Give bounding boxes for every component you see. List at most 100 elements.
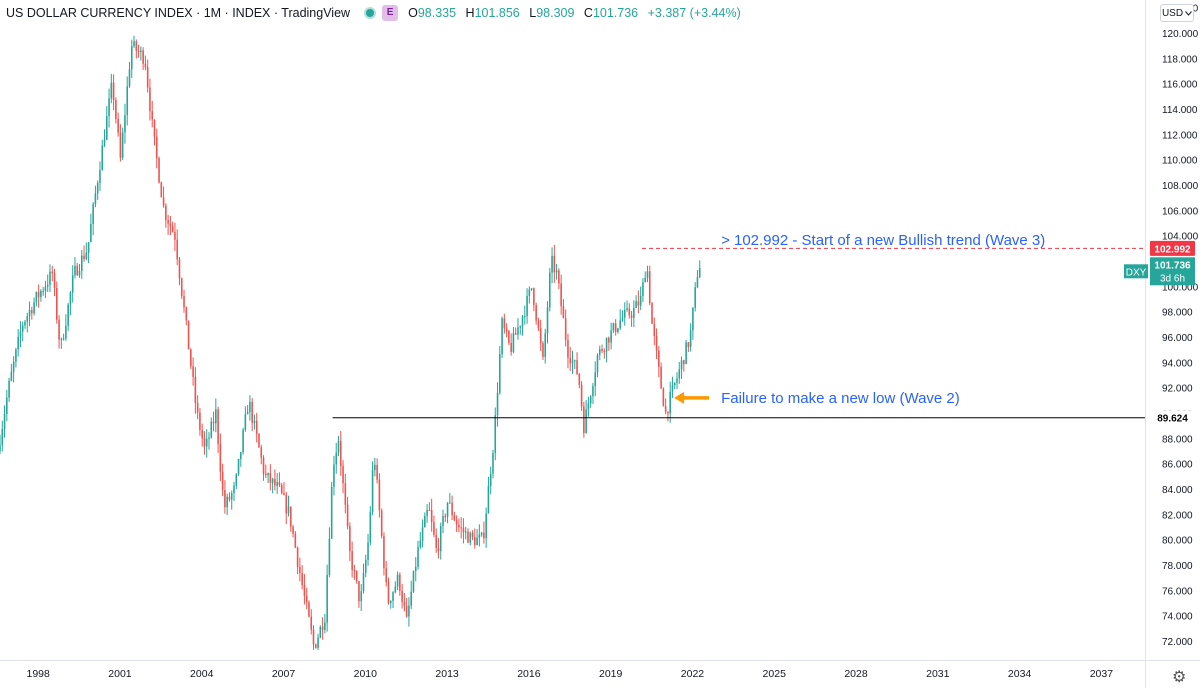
time-tick-label: 1998	[26, 668, 50, 680]
candle-body	[80, 255, 83, 272]
candle-body	[326, 574, 328, 623]
candle-body	[233, 485, 235, 494]
candle-body	[42, 290, 44, 292]
candle-body	[94, 193, 97, 205]
high-label: H	[465, 6, 475, 20]
currency-selector[interactable]: USD	[1160, 4, 1194, 22]
candle-body	[453, 515, 456, 521]
candle-body	[510, 342, 512, 352]
candle-body	[205, 438, 208, 447]
candle-body	[671, 385, 674, 392]
candle-body	[60, 338, 63, 340]
candle-body	[521, 316, 524, 327]
candle-body	[633, 308, 635, 318]
candle-body	[165, 205, 167, 221]
candle-body	[15, 349, 17, 362]
candle-body	[446, 502, 449, 517]
candle-body	[12, 361, 15, 372]
candle-body	[405, 605, 408, 617]
candle-body	[589, 396, 592, 404]
time-tick-label: 2019	[599, 668, 623, 680]
candle-body	[530, 288, 533, 290]
candle-body	[464, 531, 467, 533]
candle-body	[212, 421, 215, 424]
symbol-title[interactable]: US DOLLAR CURRENCY INDEX · 1M · INDEX · …	[6, 6, 351, 20]
candle-body	[299, 566, 301, 574]
price-tick-label: 98.000	[1162, 308, 1193, 319]
candle-body	[124, 114, 126, 133]
candle-body	[215, 409, 217, 424]
price-tick-label: 104.000	[1162, 232, 1199, 243]
candle-body	[194, 376, 197, 403]
candle-body	[560, 283, 562, 307]
candle-body	[555, 270, 558, 273]
candle-body	[505, 328, 508, 332]
price-labels: 102.992 89.624 101.736 3d 6h DXY	[1124, 240, 1195, 426]
candle-body	[580, 384, 583, 407]
candle-body	[192, 366, 194, 377]
candle-body	[592, 386, 594, 397]
candle-body	[55, 288, 58, 320]
candle-body	[349, 526, 351, 552]
time-tick-label: 2037	[1090, 668, 1114, 680]
candle-body	[224, 490, 226, 508]
candle-body	[37, 292, 40, 298]
candle-body	[24, 321, 26, 326]
candle-body	[99, 170, 101, 183]
candle-body	[692, 307, 694, 331]
candle-body	[183, 296, 185, 308]
candle-body	[673, 383, 676, 386]
candle-body	[551, 255, 553, 273]
candle-body	[187, 320, 190, 350]
annotation-text-2: Failure to make a new low (Wave 2)	[721, 390, 960, 407]
candle-body	[462, 527, 465, 533]
candle-body	[274, 478, 276, 486]
candle-body	[439, 526, 442, 552]
resistance-price-label: 102.992	[1154, 244, 1191, 255]
chevron-down-icon	[1185, 10, 1192, 16]
candle-body	[610, 330, 612, 343]
candle-body	[260, 447, 263, 458]
price-tick-label: 86.000	[1162, 460, 1193, 471]
candle-body	[433, 522, 435, 535]
candle-body	[146, 67, 149, 88]
candle-body	[158, 158, 160, 183]
candle-body	[483, 532, 485, 539]
arrow-left-icon	[674, 391, 685, 404]
price-tick-label: 120.000	[1162, 29, 1199, 40]
time-tick-label: 2022	[681, 668, 705, 680]
candle-body	[51, 271, 54, 274]
candle-body	[26, 316, 29, 322]
candle-body	[167, 220, 169, 224]
candle-body	[460, 527, 462, 529]
candle-body	[642, 282, 644, 297]
support-price-label: 89.624	[1157, 414, 1188, 425]
candle-body	[135, 41, 138, 52]
candle-body	[628, 308, 631, 316]
candle-body	[562, 306, 565, 319]
bar-countdown: 3d 6h	[1160, 273, 1185, 284]
candle-body	[619, 320, 622, 329]
candle-body	[410, 591, 413, 606]
open-value: 98.335	[417, 6, 457, 20]
candle-body	[269, 473, 272, 483]
price-axis[interactable]: 72.000 74.000 76.000 78.000 80.000 82.000 84.0…	[1145, 0, 1199, 688]
candle-body	[383, 536, 385, 569]
candle-body	[417, 547, 419, 567]
candle-body	[587, 403, 590, 410]
candle-body	[605, 337, 608, 352]
candle-body	[40, 290, 42, 298]
candle-body	[185, 307, 188, 321]
candle-body	[485, 513, 487, 539]
time-axis[interactable]: 1998 2001 2004 2007 2010 2013 2016 2019 2022 2025…	[0, 660, 1200, 681]
candle-body	[44, 286, 47, 291]
earnings-badge[interactable]: E	[382, 5, 399, 21]
candle-body	[696, 277, 699, 288]
candle-body	[240, 452, 242, 459]
candle-body	[367, 542, 369, 560]
candle-body	[83, 255, 85, 260]
candle-body	[310, 616, 313, 630]
candle-body	[387, 582, 390, 604]
gear-icon[interactable]: ⚙	[1172, 669, 1187, 686]
